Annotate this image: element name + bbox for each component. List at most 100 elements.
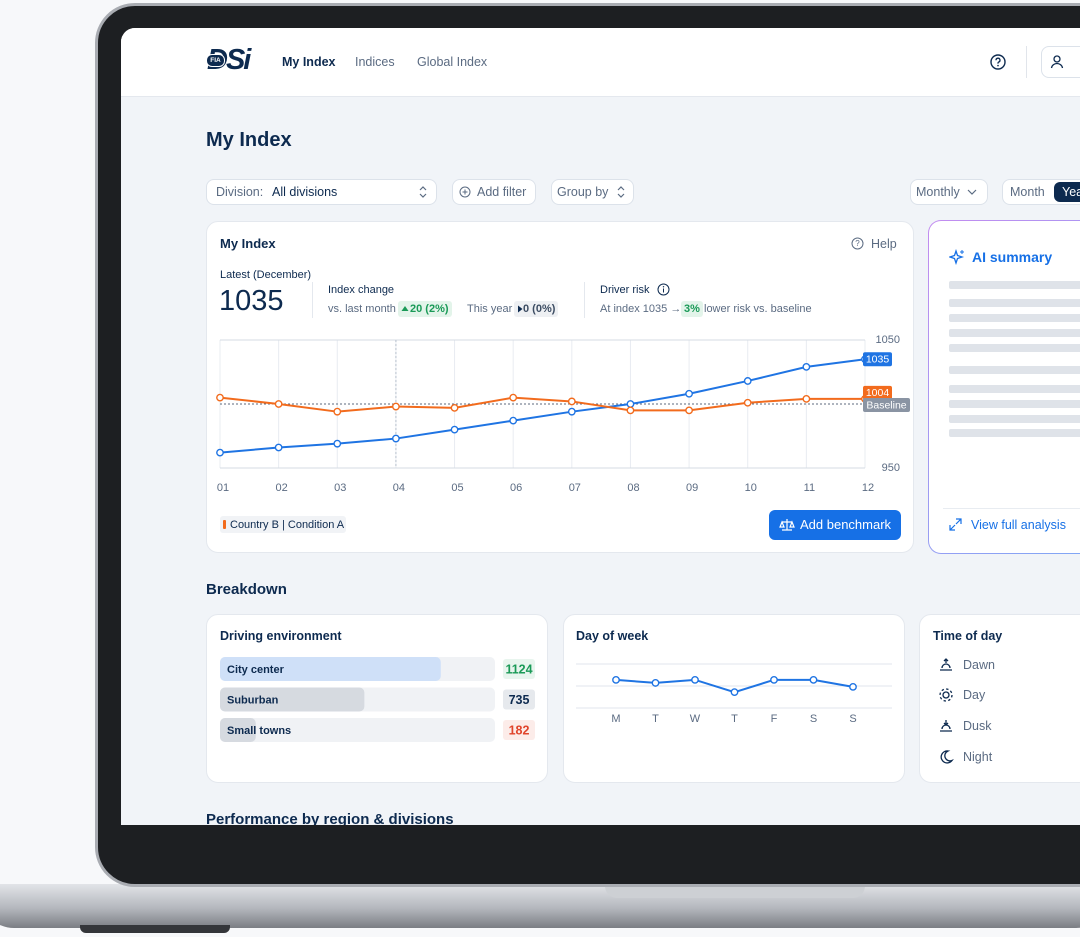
- ai-link[interactable]: View full analysis: [971, 518, 1066, 532]
- x-tick-label: T: [652, 713, 659, 725]
- baseline-label: Baseline: [866, 399, 906, 411]
- point: [626, 406, 635, 415]
- series-line: [219, 396, 865, 413]
- info-icon[interactable]: [657, 283, 670, 296]
- day-icon: [939, 688, 953, 702]
- point: [743, 377, 752, 385]
- dusk-icon: [940, 720, 952, 732]
- point: [274, 443, 283, 452]
- skeleton: [949, 400, 1080, 408]
- skeleton: [949, 429, 1080, 437]
- legend-label: Country B | Condition A: [230, 519, 345, 531]
- help-icon[interactable]: [988, 52, 1008, 72]
- x-tick-label: M: [611, 713, 620, 725]
- point: [567, 407, 576, 416]
- chevrons: [617, 186, 625, 198]
- x-tick-label: 03: [334, 482, 346, 494]
- logo-badge: FIA: [206, 54, 225, 67]
- value-label: 1124: [505, 662, 532, 676]
- filter-value: All divisions: [272, 185, 338, 199]
- point: [274, 400, 283, 408]
- chevrons: [419, 186, 427, 198]
- point: [216, 448, 224, 457]
- change-sub: This year: [467, 303, 513, 315]
- nav-link[interactable]: My Index: [282, 55, 336, 69]
- nav-link[interactable]: Global Index: [417, 55, 488, 69]
- chevron: [967, 189, 977, 195]
- x-tick-label: 04: [393, 482, 405, 494]
- point: [216, 393, 224, 402]
- x-tick-label: 01: [217, 482, 229, 494]
- point: [509, 393, 518, 402]
- divider: [1026, 46, 1027, 78]
- x-tick-label: 08: [627, 482, 639, 494]
- bar-track: [220, 718, 495, 742]
- point: [567, 397, 576, 406]
- skeleton: [949, 415, 1080, 423]
- x-tick-label: F: [771, 713, 778, 725]
- divider: [943, 508, 1080, 509]
- point: [743, 398, 752, 407]
- point: [849, 682, 857, 691]
- y-tick-label: 1050: [876, 334, 900, 346]
- risk-label: Driver risk: [600, 284, 650, 296]
- section-title: Performance by region & divisions: [206, 811, 454, 828]
- risk-value: 3%: [681, 301, 703, 317]
- time-item: Night: [963, 750, 993, 764]
- bar-label: Small towns: [227, 725, 291, 737]
- badge: [514, 301, 558, 317]
- y-tick-label: 950: [882, 462, 900, 474]
- plus-icon: [459, 186, 471, 198]
- user-icon: [1050, 55, 1064, 69]
- filter-label: Division:: [216, 185, 264, 199]
- skeleton: [949, 344, 1080, 352]
- skeleton: [949, 299, 1080, 307]
- latest-label: Latest (December): [220, 269, 312, 281]
- risk-text: At index 1035 →: [600, 303, 682, 315]
- sparkle-icon: [949, 249, 965, 265]
- group-by-button[interactable]: [551, 179, 634, 205]
- nav-link[interactable]: Indices: [355, 55, 395, 69]
- expand-icon: [949, 518, 962, 531]
- skeleton: [949, 366, 1080, 374]
- night-icon: [940, 750, 954, 764]
- x-tick-label: 12: [862, 482, 874, 494]
- risk-text: lower risk vs. baseline: [704, 303, 812, 315]
- division-select[interactable]: [206, 179, 437, 205]
- end-label-box: [863, 385, 892, 400]
- toggle-option[interactable]: Month: [1010, 185, 1045, 199]
- point: [626, 400, 635, 408]
- point: [802, 394, 811, 403]
- laptop-base: [0, 884, 1080, 928]
- card-title: My Index: [220, 236, 276, 251]
- point: [392, 434, 400, 443]
- legend-swatch: [223, 520, 226, 529]
- skeleton: [949, 314, 1080, 322]
- toggle-option-active[interactable]: Year: [1054, 182, 1080, 202]
- value-badge: [503, 659, 535, 679]
- skeleton: [949, 385, 1080, 393]
- time-item: Day: [963, 688, 986, 702]
- help-link[interactable]: Help: [871, 237, 897, 251]
- x-tick-label: 11: [804, 482, 815, 494]
- x-tick-label: 09: [686, 482, 698, 494]
- point: [770, 675, 778, 684]
- ai-title: AI summary: [972, 249, 1053, 265]
- flat-arrow: [518, 305, 523, 313]
- divider: [312, 282, 313, 318]
- top-bar: [121, 28, 1080, 97]
- series-line: [219, 358, 866, 454]
- point: [612, 675, 620, 684]
- x-tick-label: 06: [510, 482, 522, 494]
- user-button[interactable]: [1041, 46, 1080, 78]
- value-badge: [503, 720, 535, 740]
- period-select[interactable]: [910, 179, 988, 205]
- bar: [220, 657, 441, 681]
- change-value: 0 (0%): [523, 303, 556, 315]
- scale-icon: [779, 519, 795, 531]
- point: [450, 425, 459, 434]
- skeleton: [949, 281, 1080, 289]
- value-badge: [503, 689, 535, 710]
